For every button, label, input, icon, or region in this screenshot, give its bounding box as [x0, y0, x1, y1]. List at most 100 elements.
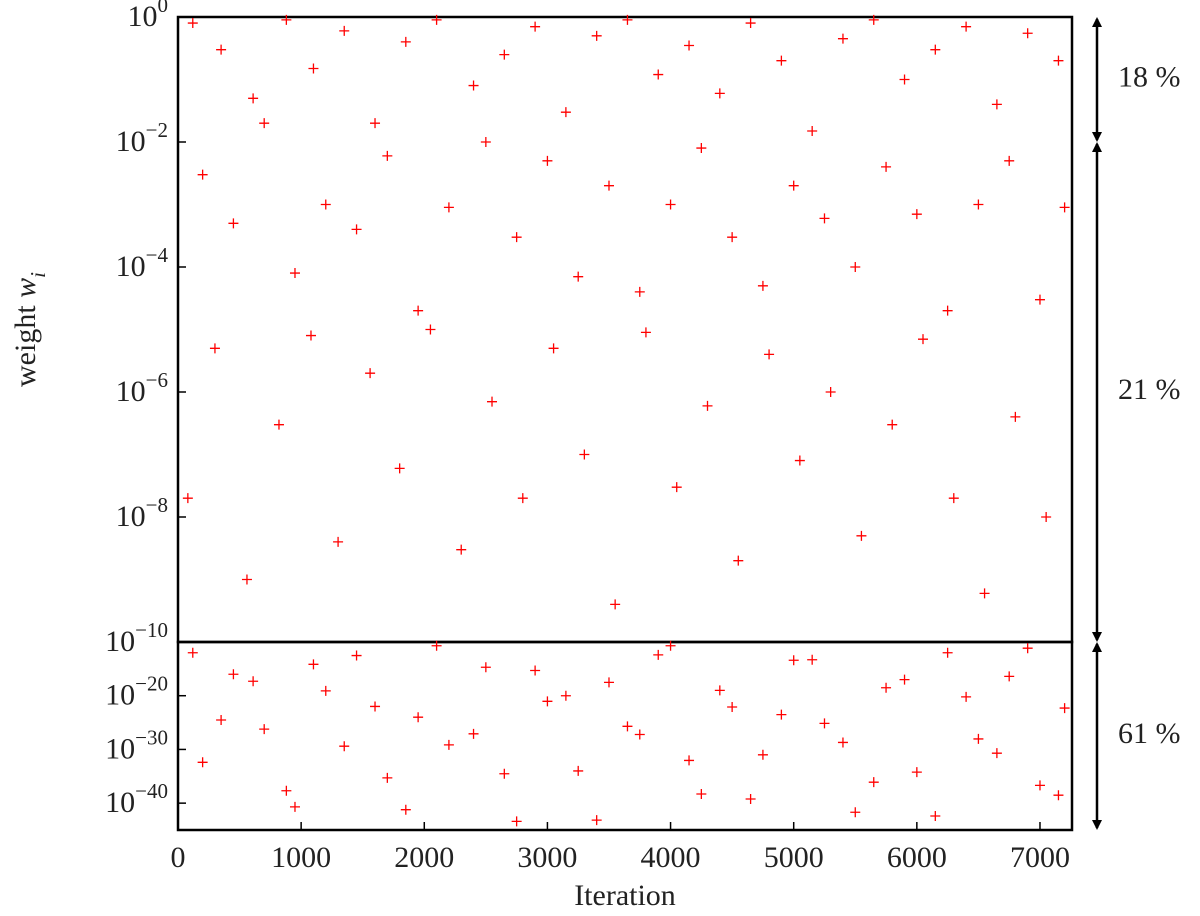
data-point — [745, 18, 756, 29]
data-point — [714, 685, 725, 696]
data-point — [776, 709, 787, 720]
data-point — [400, 804, 411, 815]
data-point — [443, 202, 454, 213]
data-point — [548, 343, 559, 354]
data-point — [911, 209, 922, 220]
data-point — [610, 599, 621, 610]
plot-frame — [176, 640, 1074, 832]
data-point — [948, 493, 959, 504]
data-point — [764, 349, 775, 360]
data-point — [850, 262, 861, 272]
data-point — [973, 733, 984, 744]
data-point — [499, 768, 510, 779]
data-point — [1022, 28, 1033, 39]
data-point — [382, 772, 393, 783]
data-point — [394, 463, 405, 474]
data-point — [542, 696, 553, 707]
data-point — [413, 305, 424, 316]
data-point — [702, 400, 713, 411]
data-point — [727, 701, 738, 712]
data-point — [653, 69, 664, 80]
data-point — [911, 767, 922, 778]
data-point — [487, 396, 498, 407]
data-point — [684, 40, 695, 51]
data-point — [653, 649, 664, 660]
data-point — [603, 677, 614, 688]
data-point — [468, 728, 479, 739]
data-point — [289, 801, 300, 812]
data-point — [640, 327, 651, 338]
data-point — [228, 218, 239, 229]
data-point — [511, 232, 522, 243]
data-point — [259, 724, 270, 735]
range-label: 18 % — [1118, 60, 1181, 93]
data-point — [991, 99, 1002, 110]
data-point — [197, 757, 208, 768]
y-tick-label: 10−2 — [116, 118, 168, 158]
data-point — [308, 659, 319, 670]
data-point — [530, 21, 541, 32]
x-axis-label: Iteration — [574, 879, 676, 912]
data-point — [1034, 294, 1045, 305]
data-point — [899, 74, 910, 85]
data-point — [733, 555, 744, 566]
data-point — [1059, 703, 1070, 714]
data-point — [794, 455, 805, 466]
data-point — [480, 137, 491, 147]
data-point — [868, 777, 879, 788]
data-point — [1059, 202, 1070, 213]
data-point — [979, 588, 990, 599]
x-tick-label: 0 — [171, 841, 186, 874]
data-point — [542, 155, 553, 166]
data-point — [370, 701, 381, 712]
data-point — [837, 737, 848, 748]
x-tick-label: 3000 — [517, 841, 577, 874]
data-point — [573, 271, 584, 282]
data-point — [918, 334, 928, 345]
data-point — [868, 14, 879, 25]
data-point — [825, 387, 836, 397]
data-point — [807, 654, 818, 665]
y-tick-label: 100 — [128, 0, 169, 33]
data-point — [881, 682, 892, 693]
data-point — [241, 574, 252, 585]
data-point — [1053, 55, 1064, 66]
data-point — [837, 33, 848, 44]
data-point — [339, 741, 350, 752]
data-point — [480, 662, 491, 673]
data-point — [511, 816, 522, 827]
data-point — [197, 169, 208, 180]
y-tick-label: 10−6 — [116, 368, 168, 408]
data-point — [216, 715, 227, 726]
data-point — [603, 180, 614, 191]
data-point — [591, 30, 602, 41]
y-tick-label: 10−10 — [105, 618, 168, 658]
data-point — [431, 14, 442, 25]
data-point — [745, 793, 756, 804]
data-point — [665, 640, 676, 651]
data-point — [281, 785, 292, 796]
data-point — [382, 150, 393, 161]
data-point — [776, 55, 787, 66]
x-tick-label: 4000 — [641, 841, 701, 874]
data-point — [468, 80, 479, 91]
data-point — [807, 125, 818, 136]
data-point — [1010, 411, 1021, 422]
data-point — [819, 213, 830, 224]
data-point — [714, 88, 725, 99]
data-point — [530, 665, 541, 676]
data-point — [305, 330, 316, 341]
x-tick-label: 2000 — [394, 841, 454, 874]
data-point — [591, 815, 602, 826]
data-point — [1053, 790, 1064, 801]
data-point — [850, 807, 861, 818]
data-point — [961, 21, 972, 32]
data-point — [727, 232, 738, 243]
data-point — [289, 268, 300, 279]
data-point — [413, 712, 424, 723]
data-point — [622, 14, 633, 25]
plot-frame — [176, 15, 1074, 644]
data-point — [431, 640, 442, 651]
